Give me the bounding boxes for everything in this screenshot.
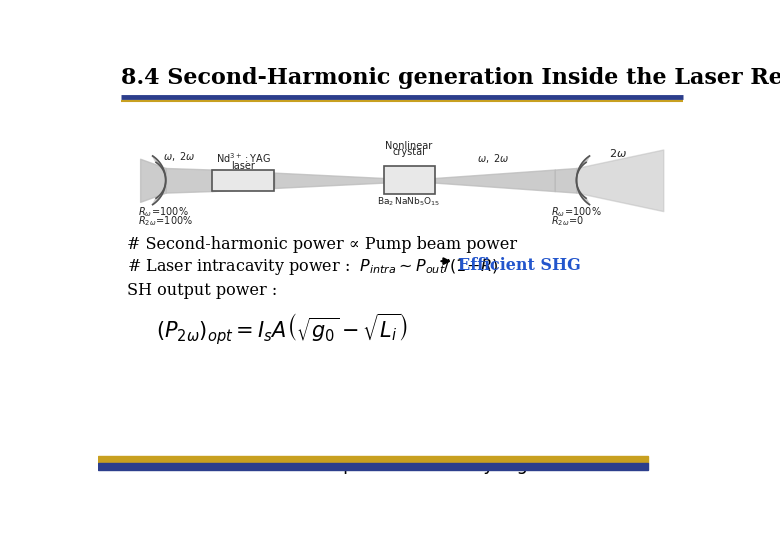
Text: $\omega,\ 2\omega$: $\omega,\ 2\omega$ xyxy=(163,150,195,164)
Text: Nonlinear Optics Lab.   Hanyang Univ.: Nonlinear Optics Lab. Hanyang Univ. xyxy=(236,456,579,474)
Text: $R_{2\omega}\!=\!100\%$: $R_{2\omega}\!=\!100\%$ xyxy=(138,214,193,228)
Text: # Laser intracavity power :  $P_{intra}\sim P_{out}/(1\!-\!R)$: # Laser intracavity power : $P_{intra}\s… xyxy=(127,257,498,278)
Bar xyxy=(98,456,647,463)
Text: # Second-harmonic power ∝ Pump beam power: # Second-harmonic power ∝ Pump beam powe… xyxy=(127,236,517,253)
Text: $2\omega$: $2\omega$ xyxy=(609,147,627,159)
Text: $(P_{2\omega})_{opt} = I_s A\left(\sqrt{g_0} - \sqrt{L_i}\right)$: $(P_{2\omega})_{opt} = I_s A\left(\sqrt{… xyxy=(156,311,408,347)
Text: $R_\omega\!=\!100\%$: $R_\omega\!=\!100\%$ xyxy=(138,205,189,219)
Text: Nonlinear: Nonlinear xyxy=(385,141,433,151)
Text: laser: laser xyxy=(231,161,255,171)
Bar xyxy=(385,166,434,194)
Text: $\mathrm{Nd^{3+}: YAG}$: $\mathrm{Nd^{3+}: YAG}$ xyxy=(216,151,271,165)
Polygon shape xyxy=(153,156,165,205)
Text: SH output power :: SH output power : xyxy=(127,282,277,299)
Bar xyxy=(212,170,275,191)
Text: $\mathrm{Ba_2\,NaNb_5O_{15}}$: $\mathrm{Ba_2\,NaNb_5O_{15}}$ xyxy=(378,195,441,208)
Text: $R_{2\omega}\!=\!0$: $R_{2\omega}\!=\!0$ xyxy=(551,214,584,228)
Text: Efficient SHG: Efficient SHG xyxy=(458,257,580,274)
Text: $\omega,\ 2\omega$: $\omega,\ 2\omega$ xyxy=(477,152,509,165)
Text: crystal: crystal xyxy=(392,147,425,157)
Text: 8.4 Second-Harmonic generation Inside the Laser Resonator: 8.4 Second-Harmonic generation Inside th… xyxy=(121,68,780,90)
Polygon shape xyxy=(576,156,590,205)
Bar xyxy=(98,463,647,470)
Text: $R_\omega\!=\!100\%$: $R_\omega\!=\!100\%$ xyxy=(551,205,601,219)
